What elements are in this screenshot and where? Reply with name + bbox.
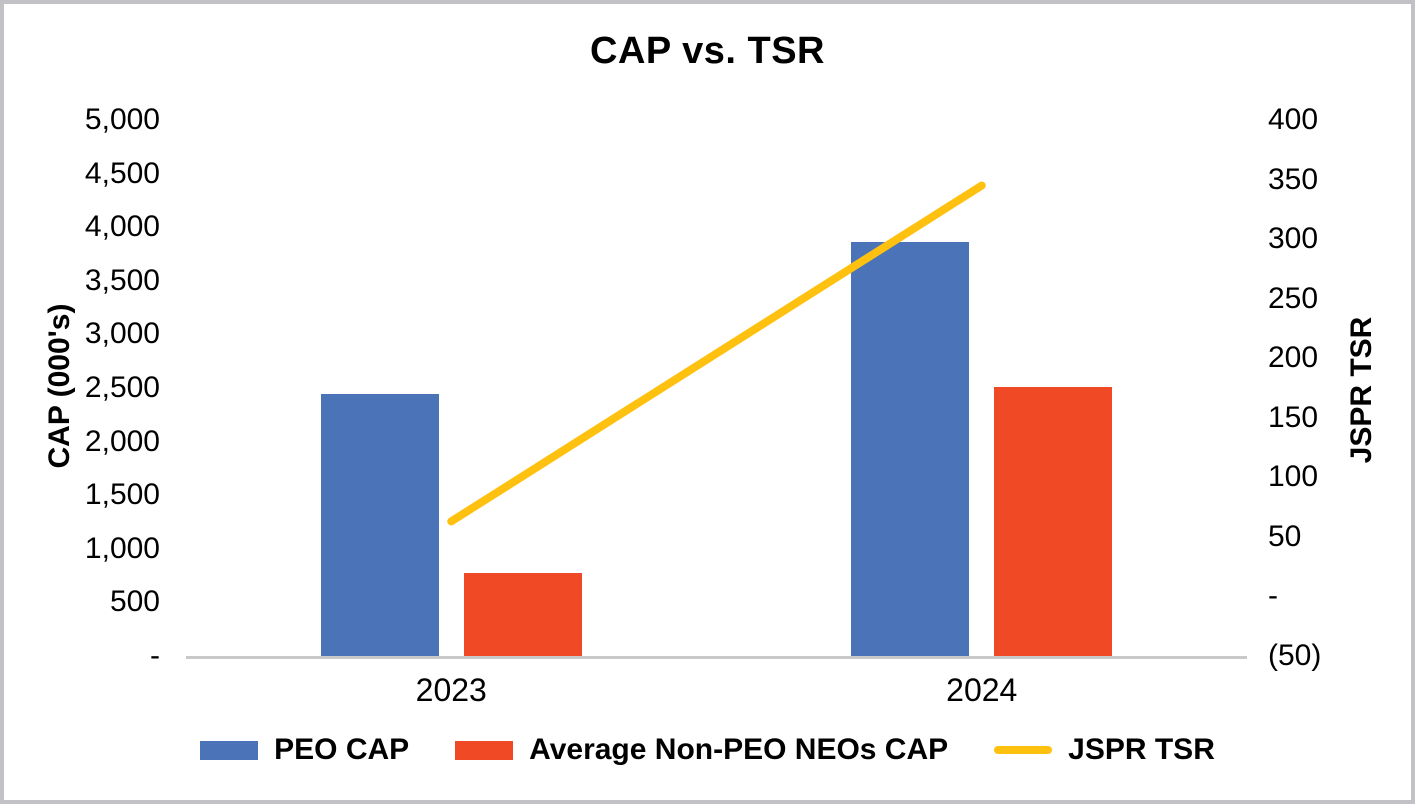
x-axis-label-2023: 2023 xyxy=(415,672,487,708)
chart-title: CAP vs. TSR xyxy=(590,30,825,72)
legend-item-peo-cap: PEO CAP xyxy=(200,733,409,767)
legend-label: PEO CAP xyxy=(274,733,410,766)
legend-swatch-bar-icon xyxy=(200,740,259,760)
legend-item-jspr-tsr: JSPR TSR xyxy=(994,733,1215,767)
right-axis-tick: 200 xyxy=(1268,341,1319,375)
legend-swatch-line-icon xyxy=(994,746,1053,754)
left-axis-tick: 3,000 xyxy=(84,317,160,351)
x-axis-line xyxy=(186,656,1247,659)
legend-item-average-non-peo-neos-cap: Average Non-PEO NEOs CAP xyxy=(455,733,948,767)
bar-peo-cap-2024 xyxy=(851,242,970,656)
left-axis-tick: 4,000 xyxy=(84,210,160,244)
legend: PEO CAP Average Non-PEO NEOs CAP JSPR TSR xyxy=(0,733,1415,767)
left-axis-tick: 500 xyxy=(109,585,160,619)
left-axis-tick: 2,500 xyxy=(84,371,160,404)
left-axis-tick: - xyxy=(150,639,160,672)
x-axis-label-2024: 2024 xyxy=(946,672,1018,708)
right-axis-tick: (50) xyxy=(1268,639,1322,672)
legend-label: JSPR TSR xyxy=(1068,733,1215,766)
right-axis-tick: 150 xyxy=(1268,400,1319,434)
right-axis-tick: 50 xyxy=(1268,519,1302,553)
right-axis-tick: 400 xyxy=(1268,103,1319,136)
bar-average-non-peo-neos-cap-2023 xyxy=(463,573,582,656)
right-axis-tick: 350 xyxy=(1268,162,1319,196)
legend-label: Average Non-PEO NEOs CAP xyxy=(529,733,949,766)
legend-swatch-bar-icon xyxy=(455,740,514,760)
left-axis-tick: 4,500 xyxy=(84,156,160,190)
right-axis-tick: 300 xyxy=(1268,222,1319,256)
left-axis-tick: 5,000 xyxy=(84,103,160,136)
left-axis-tick: 2,000 xyxy=(84,424,160,458)
right-axis-tick: 100 xyxy=(1268,460,1319,494)
right-axis-tick: 250 xyxy=(1268,281,1319,315)
left-axis-tick: 1,000 xyxy=(84,531,160,565)
right-axis-title: JSPR TSR xyxy=(1345,316,1378,464)
bar-average-non-peo-neos-cap-2024 xyxy=(994,386,1113,656)
right-axis-tick: - xyxy=(1268,579,1278,613)
bar-peo-cap-2023 xyxy=(320,394,439,656)
left-axis-tick: 3,500 xyxy=(84,263,160,297)
left-axis-tick: 1,500 xyxy=(84,478,160,512)
